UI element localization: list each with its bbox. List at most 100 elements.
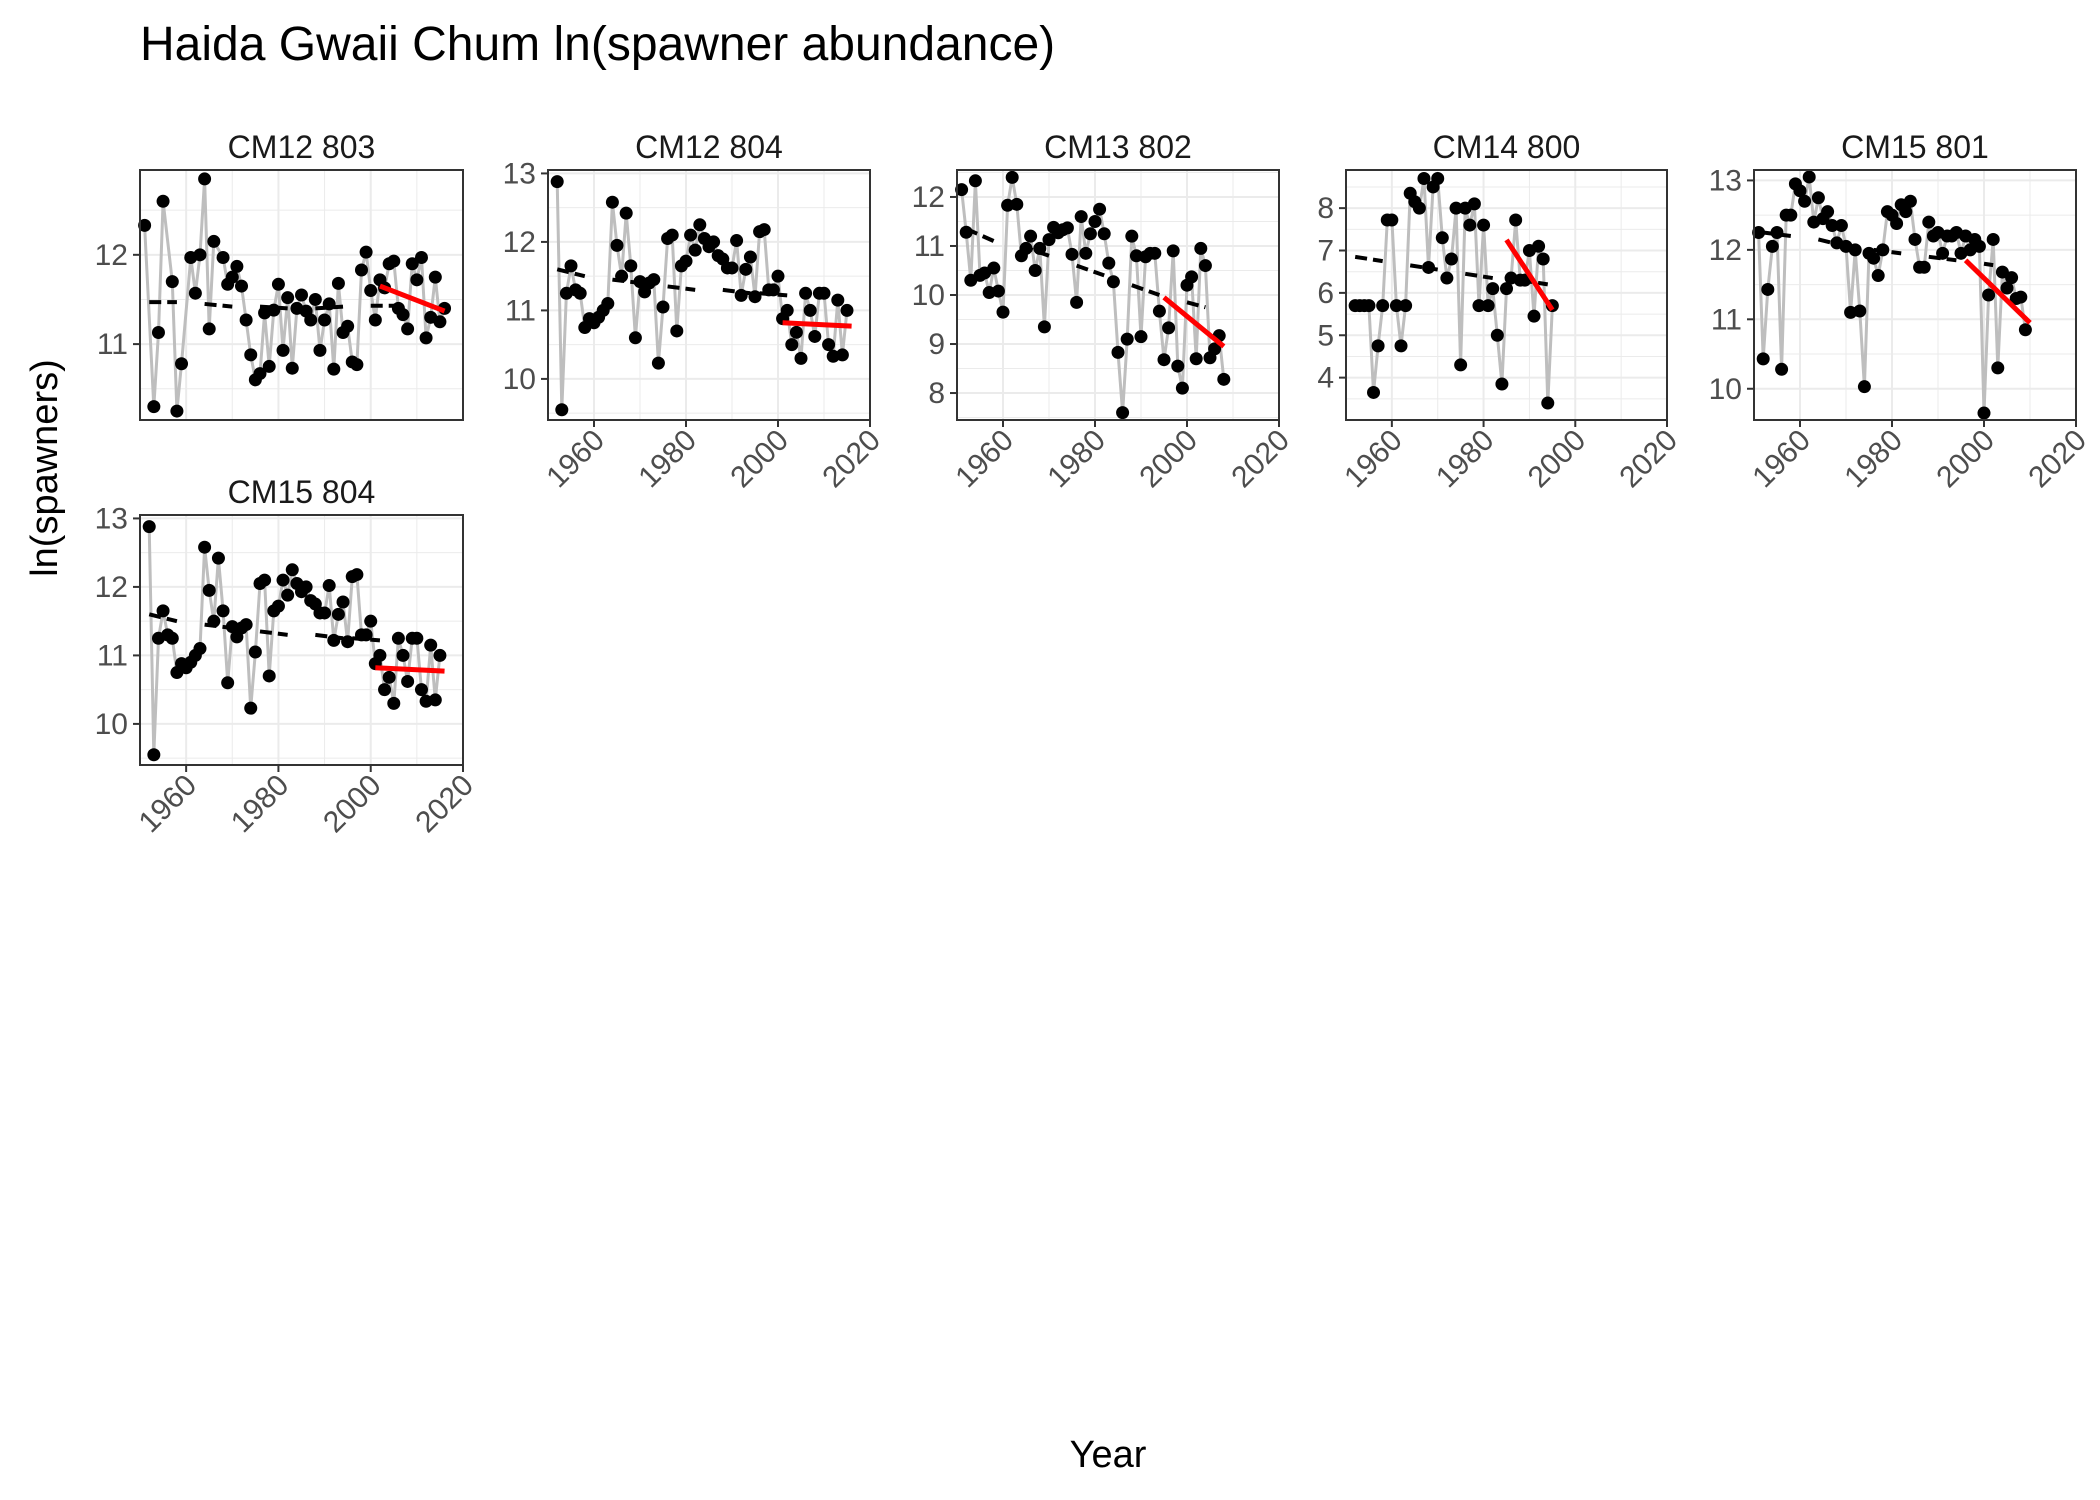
data-point <box>1189 352 1203 366</box>
data-point <box>1986 232 2000 246</box>
data-point <box>147 400 161 414</box>
data-point <box>230 259 244 273</box>
data-point <box>2005 271 2019 285</box>
observed-series-line <box>960 177 1226 413</box>
data-point <box>1481 299 1495 313</box>
data-point <box>318 606 332 620</box>
data-point <box>1899 205 1913 219</box>
data-point <box>350 358 364 372</box>
data-point <box>410 631 424 645</box>
data-point <box>1903 194 1917 208</box>
data-point <box>835 348 849 362</box>
data-point <box>1454 358 1468 372</box>
data-point <box>665 228 679 242</box>
data-point <box>331 276 345 290</box>
data-point <box>202 583 216 597</box>
data-point <box>207 614 221 628</box>
data-point <box>799 286 813 300</box>
historical-trend-segment <box>315 304 344 311</box>
data-point <box>610 238 624 252</box>
data-point <box>151 326 165 339</box>
data-point <box>1532 239 1546 253</box>
data-point <box>299 580 313 594</box>
data-point <box>1028 263 1042 277</box>
data-point <box>1152 304 1166 318</box>
data-point <box>327 633 341 647</box>
x-tick-label: 1960 <box>1338 424 1409 495</box>
panel-background <box>1754 170 2076 420</box>
data-point <box>401 322 415 336</box>
data-point <box>216 251 230 264</box>
data-point <box>1217 372 1231 386</box>
data-point <box>1162 321 1176 335</box>
data-point <box>1134 330 1148 344</box>
data-point <box>1083 227 1097 241</box>
data-point <box>258 573 272 587</box>
recent-trend-line <box>375 665 445 674</box>
data-point <box>156 194 170 208</box>
data-point <box>175 357 189 371</box>
historical-trend-segment <box>148 612 178 624</box>
data-point <box>959 225 973 239</box>
data-point <box>239 618 253 632</box>
data-point <box>428 693 442 707</box>
data-point <box>281 588 295 602</box>
data-point <box>1793 184 1807 198</box>
data-point <box>364 614 378 628</box>
data-point <box>550 175 564 189</box>
y-tick-label: 9 <box>928 328 945 361</box>
y-tick-label: 10 <box>95 708 128 741</box>
data-point <box>1761 282 1775 296</box>
data-point <box>1527 309 1541 323</box>
y-tick-label: 8 <box>928 377 945 410</box>
data-point <box>1811 191 1825 205</box>
data-point <box>1834 219 1848 233</box>
x-tick-label: 2020 <box>409 769 480 840</box>
x-tick-label: 1960 <box>949 424 1020 495</box>
historical-trend-segment <box>204 301 233 309</box>
data-point <box>1536 252 1550 266</box>
data-point <box>991 284 1005 298</box>
panel-strip-label: CM15 801 <box>1841 129 1989 165</box>
x-tick-label: 1960 <box>1746 424 1817 495</box>
y-tick-label: 12 <box>503 226 536 259</box>
data-point <box>968 174 982 188</box>
y-tick-label: 11 <box>97 328 128 361</box>
data-point <box>1385 213 1399 227</box>
chart-title: Haida Gwaii Chum ln(spawner abundance) <box>140 18 1055 71</box>
y-tick-label: 6 <box>1317 277 1334 310</box>
data-point <box>1509 213 1523 227</box>
data-point <box>419 331 433 345</box>
data-point <box>322 297 336 311</box>
data-point <box>1982 288 1996 302</box>
y-tick-label: 8 <box>1317 192 1334 225</box>
data-point <box>1065 247 1079 261</box>
data-point <box>331 607 345 621</box>
data-point <box>785 338 799 352</box>
data-point <box>1417 171 1431 185</box>
data-point <box>341 635 355 649</box>
data-point <box>688 243 702 257</box>
data-point <box>1908 232 1922 246</box>
data-point <box>1116 406 1130 420</box>
panel-cm14-800: CM14 800 4 5 6 7 8 1960 1980 2000 2020 <box>1317 129 1684 494</box>
data-point <box>1175 381 1189 395</box>
data-point <box>373 648 387 662</box>
data-point <box>147 748 161 762</box>
data-point <box>308 292 322 306</box>
data-point <box>771 269 785 283</box>
y-tick-label: 12 <box>1709 234 1742 267</box>
x-tick-label: 2000 <box>724 424 795 495</box>
historical-trend-segment <box>1928 254 1957 263</box>
historical-trend-segment <box>1464 271 1494 281</box>
recent-trend-line <box>782 320 852 329</box>
data-point <box>1486 282 1500 296</box>
data-point <box>1024 229 1038 243</box>
data-point <box>387 696 401 710</box>
data-point <box>336 595 350 609</box>
panel-cm15-804: CM15 804 10 11 12 13 1960 1980 2000 2020 <box>95 474 480 839</box>
historical-trend-segment <box>667 284 696 292</box>
data-point <box>382 670 396 684</box>
data-point <box>1097 227 1111 241</box>
